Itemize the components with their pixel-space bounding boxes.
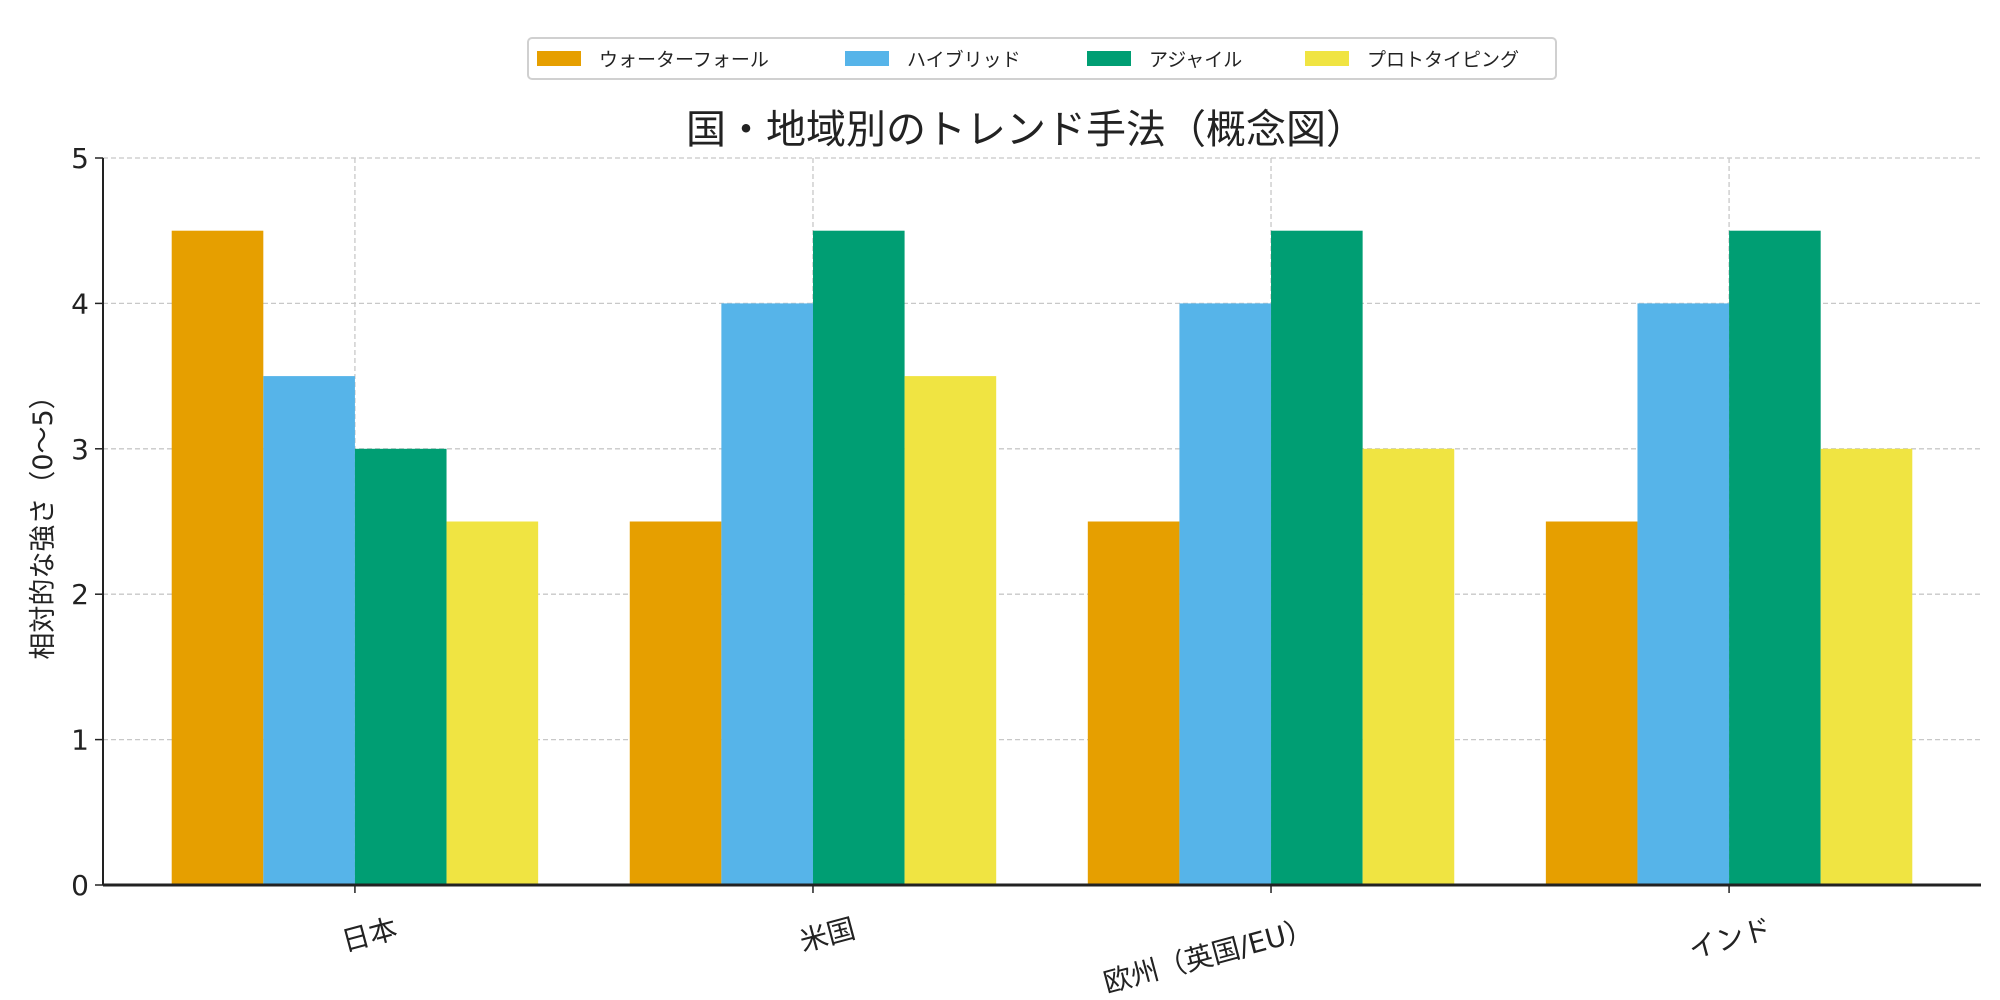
bar: [1545, 521, 1638, 885]
bar: [1087, 521, 1180, 885]
legend-swatch: [845, 51, 889, 66]
x-tick-label: 欧州（英国/EU）: [1100, 912, 1317, 1000]
bar: [263, 376, 355, 885]
y-axis-label: 相対的な強さ（0〜5）: [28, 382, 59, 659]
legend-swatch: [1087, 51, 1131, 66]
bar: [354, 448, 447, 885]
legend-label: アジャイル: [1149, 49, 1242, 71]
legend-label: ウォーターフォール: [599, 49, 769, 71]
legend-swatch: [1305, 51, 1349, 66]
bar: [1179, 303, 1272, 885]
bar: [446, 521, 539, 885]
legend: ウォーターフォール ハイブリッド アジャイル プロトタイピング: [527, 37, 1557, 80]
bar: [904, 376, 997, 885]
y-tick-label: 2: [71, 578, 89, 611]
bar: [721, 303, 813, 885]
bar: [1271, 230, 1363, 885]
bar: [1729, 230, 1821, 885]
y-tick-label: 0: [71, 869, 89, 902]
legend-frame: [527, 37, 1557, 80]
y-tick-label: 3: [71, 433, 89, 466]
bars: [171, 230, 1913, 885]
chart-title: 国・地域別のトレンド手法（概念図）: [686, 107, 1366, 153]
x-tick-label: 日本: [338, 912, 401, 958]
bar: [812, 230, 905, 885]
bar: [1637, 303, 1730, 885]
bar: [171, 230, 264, 885]
legend-swatch: [537, 51, 581, 66]
legend-label: ハイブリッド: [907, 48, 1021, 71]
legend-label: プロトタイピング: [1367, 49, 1519, 71]
x-tick-label: 米国: [796, 912, 859, 958]
y-tick-label: 1: [71, 724, 89, 757]
y-tick-label: 5: [71, 142, 89, 175]
y-tick-label: 4: [71, 287, 89, 320]
bar: [1820, 448, 1913, 885]
x-tick-label: インド: [1685, 912, 1775, 966]
bar: [629, 521, 722, 885]
bar: [1362, 448, 1455, 885]
